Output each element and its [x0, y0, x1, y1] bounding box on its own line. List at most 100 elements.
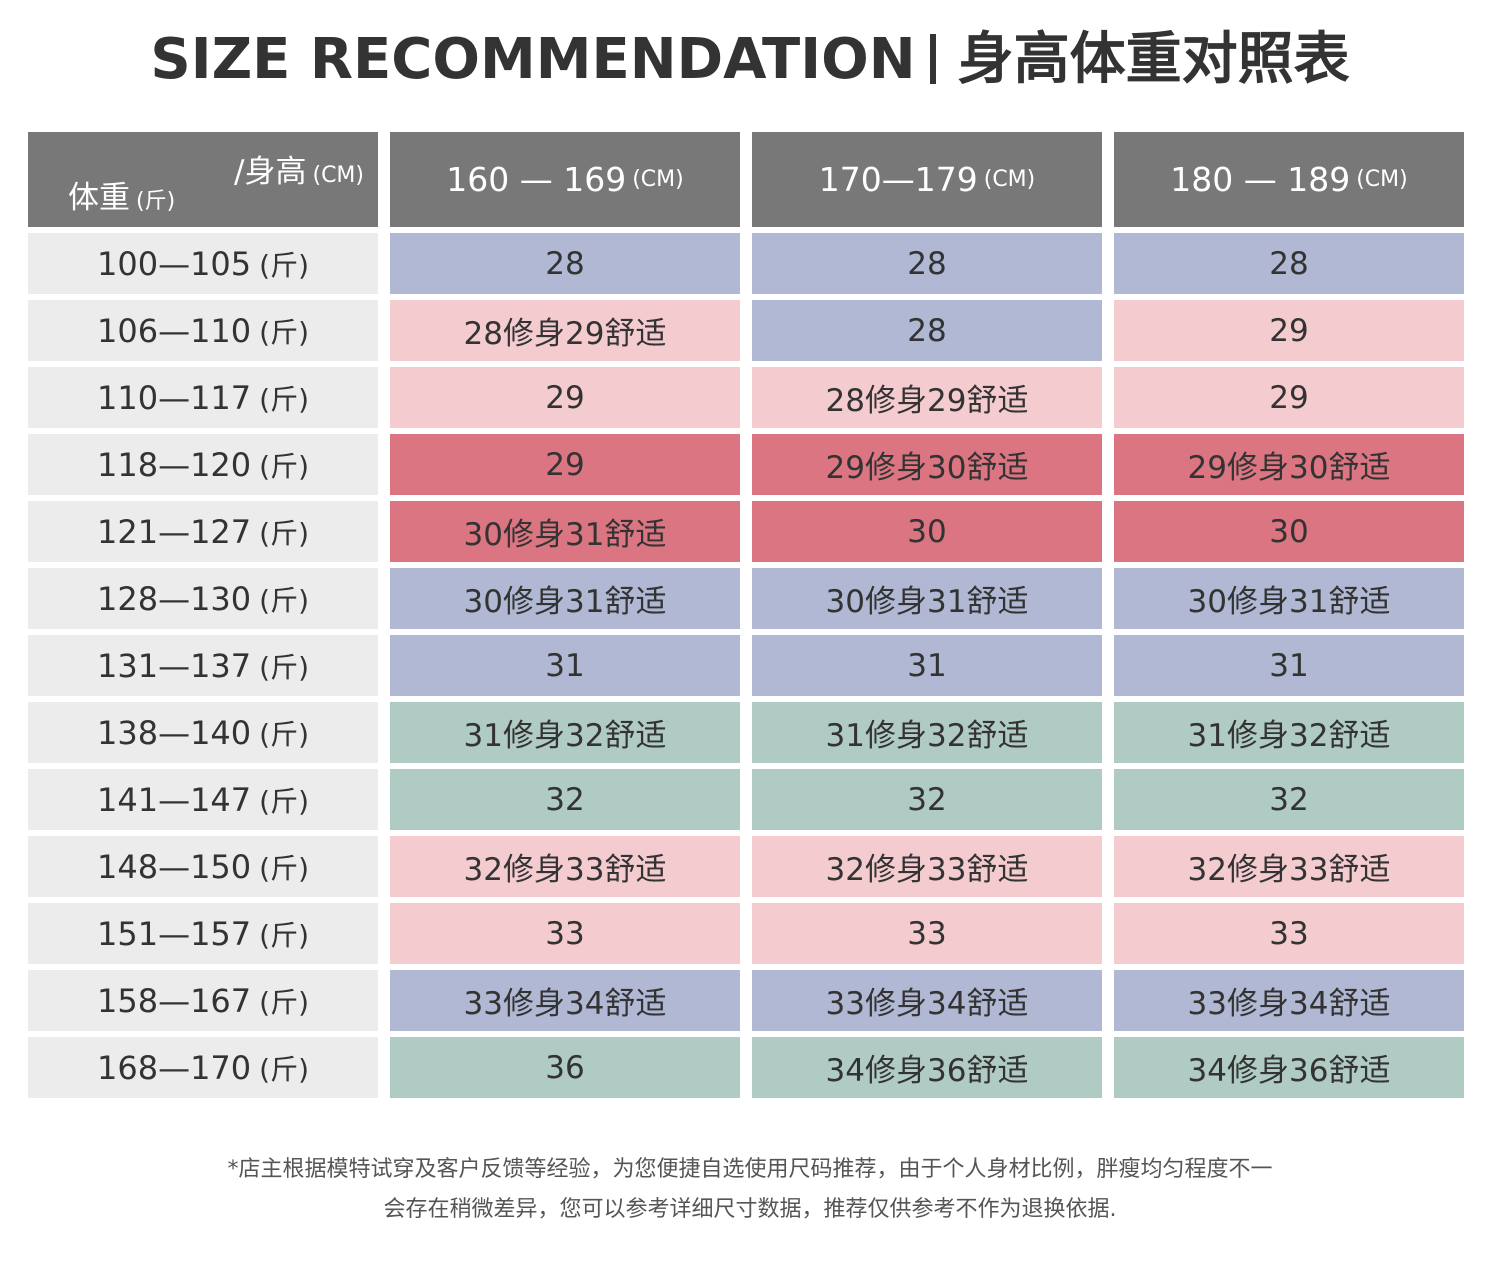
row-label: 128—130 (斤) — [28, 568, 378, 629]
row-label: 106—110 (斤) — [28, 300, 378, 361]
row-unit: (斤) — [259, 784, 309, 818]
row-label: 141—147 (斤) — [28, 769, 378, 830]
disclaimer-line: 会存在稍微差异，您可以参考详细尺寸数据，推荐仅供参考不作为退换依据. — [383, 1197, 1117, 1222]
row-range: 106—110 — [96, 311, 252, 350]
size-cell: 28修身29舒适 — [752, 367, 1102, 428]
size-cell: 32 — [390, 769, 740, 830]
size-cell: 34修身36舒适 — [1114, 1037, 1464, 1098]
size-cell: 34修身36舒适 — [752, 1037, 1102, 1098]
size-cell: 30 — [1114, 501, 1464, 562]
corner-header-cell: /身高 (CM) 体重 (斤) — [28, 132, 378, 227]
weight-axis-label: 体重 (斤) — [68, 172, 175, 217]
disclaimer-note: *店主根据模特试穿及客户反馈等经验，为您便捷自选使用尺码推荐，由于个人身材比例，… — [0, 1150, 1500, 1230]
size-cell: 31修身32舒适 — [390, 702, 740, 763]
column-range: 180 — 189 — [1170, 160, 1351, 199]
size-cell: 28修身29舒适 — [390, 300, 740, 361]
size-cell: 36 — [390, 1037, 740, 1098]
column-header: 160 — 169 (CM) — [390, 132, 740, 227]
row-unit: (斤) — [259, 382, 309, 416]
size-cell: 28 — [752, 300, 1102, 361]
size-cell: 32 — [1114, 769, 1464, 830]
size-cell: 29修身30舒适 — [1114, 434, 1464, 495]
size-cell: 29 — [390, 434, 740, 495]
size-cell: 32修身33舒适 — [752, 836, 1102, 897]
column-unit: (CM) — [1356, 167, 1408, 192]
size-cell: 30修身31舒适 — [752, 568, 1102, 629]
row-unit: (斤) — [259, 1052, 309, 1086]
size-cell: 33修身34舒适 — [1114, 970, 1464, 1031]
size-cell: 28 — [1114, 233, 1464, 294]
title-english: SIZE RECOMMENDATION — [150, 27, 916, 92]
size-cell: 33修身34舒适 — [752, 970, 1102, 1031]
title-chinese: 身高体重对照表 — [957, 27, 1350, 92]
row-range: 128—130 — [96, 579, 252, 618]
size-cell: 31 — [1114, 635, 1464, 696]
size-table: /身高 (CM) 体重 (斤) 160 — 169 (CM) 170—179 (CM) … — [28, 132, 1466, 1098]
height-label: /身高 — [234, 154, 307, 190]
size-cell: 29 — [1114, 367, 1464, 428]
row-unit: (斤) — [259, 918, 309, 952]
row-unit: (斤) — [259, 516, 309, 550]
size-cell: 33修身34舒适 — [390, 970, 740, 1031]
title-divider — [929, 34, 936, 84]
size-cell: 31修身32舒适 — [1114, 702, 1464, 763]
size-cell: 31 — [390, 635, 740, 696]
row-label: 151—157 (斤) — [28, 903, 378, 964]
row-unit: (斤) — [259, 851, 309, 885]
column-unit: (CM) — [632, 167, 684, 192]
size-cell: 32修身33舒适 — [390, 836, 740, 897]
size-cell: 28 — [390, 233, 740, 294]
row-label: 100—105 (斤) — [28, 233, 378, 294]
page-title: SIZE RECOMMENDATION 身高体重对照表 — [0, 14, 1500, 95]
row-label: 131—137 (斤) — [28, 635, 378, 696]
size-cell: 33 — [390, 903, 740, 964]
size-cell: 30修身31舒适 — [390, 568, 740, 629]
size-cell: 28 — [752, 233, 1102, 294]
row-unit: (斤) — [259, 985, 309, 1019]
row-range: 141—147 — [96, 780, 252, 819]
row-unit: (斤) — [259, 449, 309, 483]
row-label: 118—120 (斤) — [28, 434, 378, 495]
row-unit: (斤) — [259, 717, 309, 751]
size-cell: 30修身31舒适 — [390, 501, 740, 562]
row-range: 168—170 — [96, 1048, 252, 1087]
row-range: 158—167 — [96, 981, 252, 1020]
size-cell: 29 — [390, 367, 740, 428]
row-range: 100—105 — [96, 244, 252, 283]
row-label: 138—140 (斤) — [28, 702, 378, 763]
size-cell: 29修身30舒适 — [752, 434, 1102, 495]
size-cell: 30 — [752, 501, 1102, 562]
column-range: 160 — 169 — [446, 160, 627, 199]
row-label: 121—127 (斤) — [28, 501, 378, 562]
row-range: 138—140 — [96, 713, 252, 752]
row-label: 110—117 (斤) — [28, 367, 378, 428]
weight-label: 体重 — [68, 180, 130, 216]
size-cell: 31 — [752, 635, 1102, 696]
row-label: 158—167 (斤) — [28, 970, 378, 1031]
size-cell: 31修身32舒适 — [752, 702, 1102, 763]
row-range: 118—120 — [96, 445, 252, 484]
size-cell: 33 — [1114, 903, 1464, 964]
row-unit: (斤) — [259, 583, 309, 617]
row-range: 110—117 — [96, 378, 252, 417]
column-range: 170—179 — [818, 160, 978, 199]
row-label: 168—170 (斤) — [28, 1037, 378, 1098]
row-range: 151—157 — [96, 914, 252, 953]
column-header: 180 — 189 (CM) — [1114, 132, 1464, 227]
row-range: 148—150 — [96, 847, 252, 886]
size-cell: 32 — [752, 769, 1102, 830]
weight-unit: (斤) — [136, 189, 176, 214]
row-unit: (斤) — [259, 248, 309, 282]
row-range: 121—127 — [96, 512, 252, 551]
column-header: 170—179 (CM) — [752, 132, 1102, 227]
row-unit: (斤) — [259, 650, 309, 684]
height-unit: (CM) — [312, 163, 364, 188]
disclaimer-line: *店主根据模特试穿及客户反馈等经验，为您便捷自选使用尺码推荐，由于个人身材比例，… — [227, 1157, 1273, 1182]
size-cell: 29 — [1114, 300, 1464, 361]
column-unit: (CM) — [983, 167, 1036, 192]
size-cell: 30修身31舒适 — [1114, 568, 1464, 629]
size-cell: 32修身33舒适 — [1114, 836, 1464, 897]
row-range: 131—137 — [96, 646, 252, 685]
row-unit: (斤) — [259, 315, 309, 349]
row-label: 148—150 (斤) — [28, 836, 378, 897]
